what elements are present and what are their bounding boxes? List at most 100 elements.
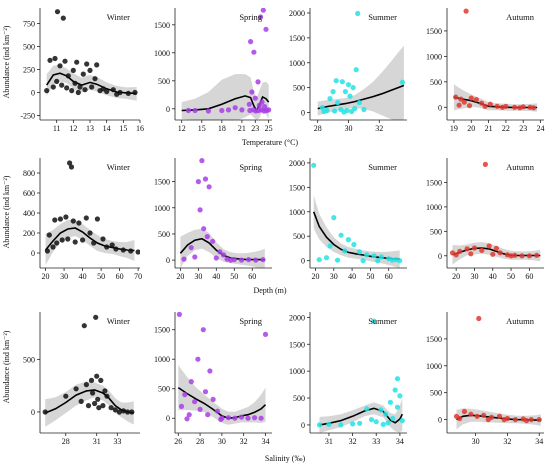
panel-2-1-point-4 [207,368,213,374]
panel-2-1-point-10 [178,403,185,409]
panel-1-2-point-3 [345,237,351,243]
panel-2-2-point-14 [350,421,356,427]
panel-1-1-point-17 [253,257,259,263]
panel-0-0-point-20 [72,80,78,86]
panel-1-0-point-12 [54,240,60,246]
panel-1-2-smooth-curve [312,211,400,260]
panel-1-0-y-tick-label: 600 [23,189,35,198]
panel-0-0-point-11 [87,67,93,73]
panel-0-2-plot-area [317,10,405,120]
panel-0-0-point-6 [65,73,71,79]
panel-2-1-point-16 [225,415,231,421]
panel-2-3-point-16 [523,418,530,424]
panel-1-1-x-tick-label: 40 [212,272,220,281]
panel-0-2-point-10 [335,100,341,106]
panel-1-0-point-16 [80,237,86,243]
panel-0-2-point-3 [339,79,345,85]
panel-0-0-point-1 [60,15,66,21]
panel-2-2-y-tick-label: 1500 [289,340,305,349]
panel-1-2-point-16 [360,258,366,264]
panel-2-2-point-15 [357,420,363,426]
panel-2-2-point-19 [380,421,386,427]
panel-1-2: 20 30 40 50 60 0 500 1000 1500 2000 Summer [289,158,407,281]
panel-0-1-x-tick-label: 21 [238,124,246,133]
panel-1-1-y-tick-label: 1000 [154,204,170,213]
panel-1-3-point-5 [479,247,485,253]
panel-1-3-y-tick-label: 0 [438,252,442,261]
panel-1-1-y-tick-label: 1500 [154,178,170,187]
panel-1-3-point-13 [534,252,540,258]
panel-1-1-x-tick-label: 30 [194,272,202,281]
panel-0-0-y-tick-label: 750 [23,20,35,29]
panel-0-3-point-3 [461,99,467,105]
panel-1-2-season-label: Summer [368,162,397,172]
panel-2-1-x-tick-label: 28 [196,437,204,446]
panel-2-0-x-tick-label: 28 [62,437,70,446]
panel-1-3-point-3 [464,246,470,252]
panel-2-2-x-tick-label: 32 [349,437,357,446]
panel-0-0-point-17 [59,82,65,88]
panel-0-1-point-5 [255,79,261,85]
panel-2-3-y-tick-label: 1000 [426,362,442,371]
panel-0-3-plot-area [453,8,538,112]
panel-1-0-point-2 [46,232,52,238]
panel-0-0-x-tick-label: 15 [119,124,127,133]
panel-0-2-point-15 [332,108,338,114]
panel-0-2-point-20 [321,108,327,115]
panel-0-1-x-tick-label: 23 [251,124,259,133]
panel-1-1-point-6 [204,234,210,240]
panel-0-3-point-18 [531,105,537,111]
panel-1-2-point-10 [378,254,384,260]
panel-0-2-point-7 [342,89,348,95]
panel-1-0-point-5 [63,214,69,220]
panel-2-3-y-tick-label: 1500 [426,335,442,344]
panel-0-0-point-12 [94,62,100,68]
panel-1-3-x-tick-label: 60 [525,272,533,281]
panel-2-0-point-12 [85,403,92,409]
panel-0-2-point-6 [330,89,336,95]
panel-2-1-point-14 [205,412,211,418]
panel-0-1: 12 15 18 21 23 25 0 500 1000 1500 Spring [154,8,273,133]
panel-1-1-x-tick-label: 20 [176,272,184,281]
panel-0-0-y-tick-label: -250 [20,111,35,120]
panel-0-2-point-19 [352,106,358,112]
panel-1-2-point-5 [327,243,333,249]
panel-2-0-point-17 [112,407,118,413]
panel-2-3-point-5 [481,412,487,418]
panel-0-3-x-tick-label: 22 [502,124,510,133]
panel-1-1-point-19 [181,256,187,262]
panel-1-0-y-tick-label: 800 [23,169,35,178]
panel-1-0-x-tick-label: 60 [116,272,124,281]
panel-0-1-y-tick-label: 1500 [154,21,170,30]
panel-2-1-y-tick-label: 1000 [154,355,170,364]
panel-1-0-point-22 [128,248,134,254]
panel-0-1-plot-area [181,8,272,120]
panel-2-3-x-tick-label: 34 [535,437,543,446]
panel-0-3-point-15 [482,103,488,109]
panel-1-2-x-tick-label: 40 [348,272,356,281]
panel-2-0-y-tick-label: 0 [31,408,35,417]
panel-0-1-point-7 [252,95,258,101]
panel-2-1-point-0 [176,312,182,317]
panel-1-2-x-tick-label: 20 [311,272,319,281]
panel-0-0-point-28 [125,90,131,96]
panel-2-3-point-0 [476,315,482,322]
panel-2-1-point-13 [186,412,192,418]
panel-0-0-point-18 [64,85,70,91]
panel-1-2-point-7 [356,249,362,255]
panel-0-3-y-tick-label: 500 [430,78,442,87]
panel-1-0-confidence-band [45,220,135,265]
panel-0-0-point-14 [44,88,50,94]
panel-0-3-x-tick-label: 23 [519,124,527,133]
panel-0-0-point-31 [100,86,106,92]
panel-1-3-point-0 [482,161,488,167]
panel-0-2-confidence-band [317,45,404,120]
y-axis-label-row-3: Abundance (ind km⁻²) [2,330,11,403]
panel-2-3-point-2 [461,408,468,415]
panel-2-0-x-tick-label: 31 [93,437,101,446]
panel-2-3-point-9 [512,417,519,423]
panel-2-2-y-tick-label: 0 [301,421,305,430]
panel-1-1-plot-area [179,158,266,268]
panel-2-0-point-7 [94,373,100,379]
panel-0-2-point-1 [353,67,359,73]
